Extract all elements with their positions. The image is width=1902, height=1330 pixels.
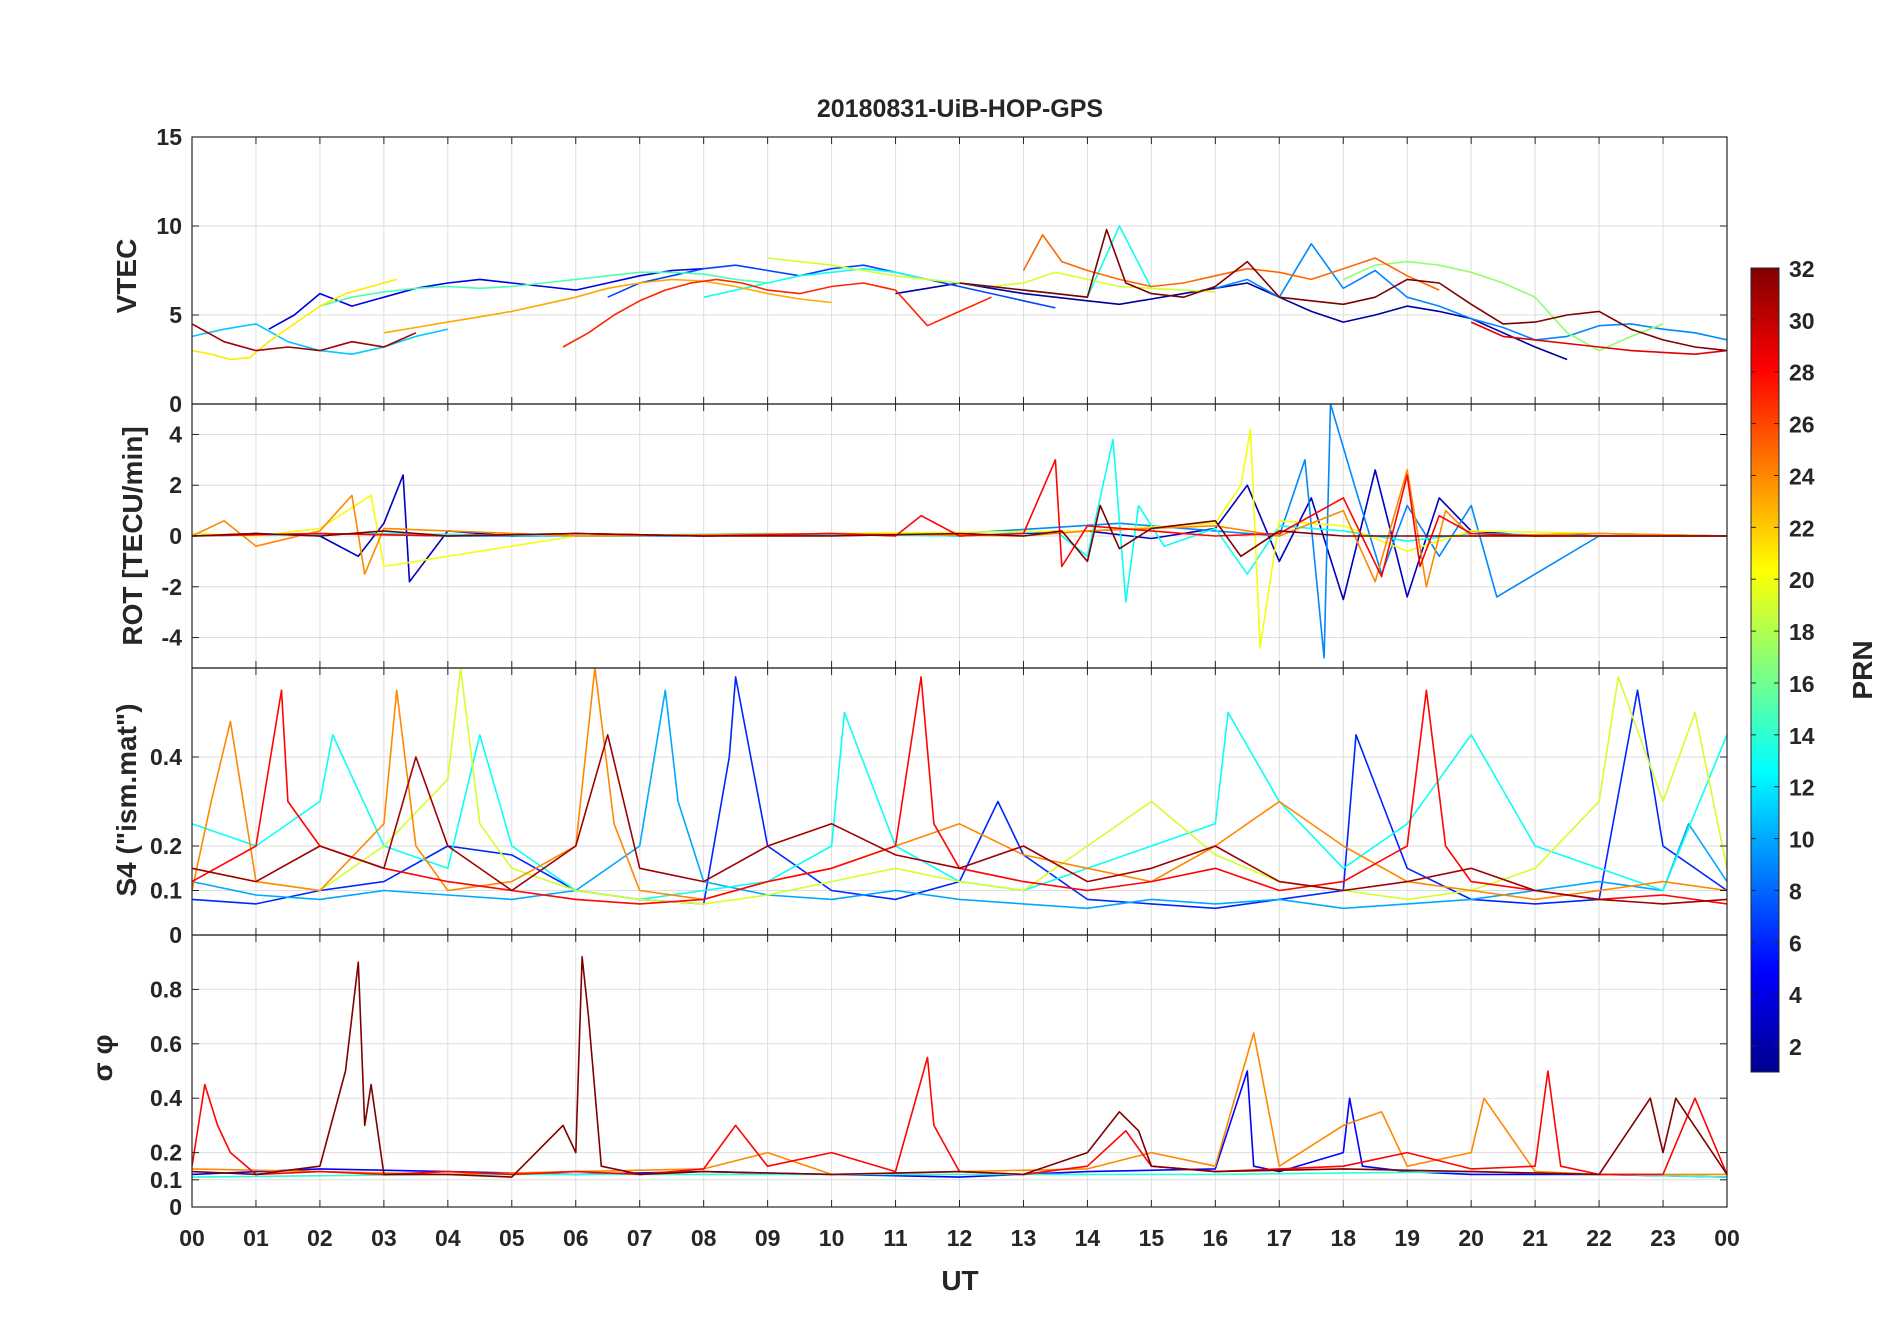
y-tick-label: 4 <box>169 421 182 447</box>
colorbar-tick-label: 28 <box>1789 360 1815 386</box>
series-line-prn-9 <box>1215 243 1728 341</box>
colorbar-tick-label: 32 <box>1789 256 1815 282</box>
series-line-prn-19 <box>191 667 1728 905</box>
series-line-prn-27 <box>562 278 992 348</box>
colorbar-tick-label: 30 <box>1789 308 1815 334</box>
x-tick-label: 06 <box>563 1225 589 1251</box>
x-tick-label: 04 <box>435 1225 461 1251</box>
y-tick-label: 0.1 <box>150 1167 182 1193</box>
series-line-prn-25 <box>1022 234 1440 291</box>
y-tick-label: 0 <box>169 1194 182 1220</box>
colorbar-tick-label: 6 <box>1789 930 1802 956</box>
colorbar-tick-label: 26 <box>1789 412 1815 438</box>
x-tick-label: 05 <box>499 1225 525 1251</box>
series-line-prn-23 <box>383 278 832 334</box>
rot-axis-label: ROT [TECU/min] <box>117 426 148 645</box>
y-tick-label: 0 <box>169 391 182 417</box>
x-tick-label: 12 <box>947 1225 973 1251</box>
panel-sigma-phi: 00.10.2 0.4 0.6 0.8 σ φ <box>87 934 1728 1220</box>
x-tick-label: 07 <box>627 1225 653 1251</box>
series-line-prn-15 <box>319 271 768 307</box>
y-tick-label: 0.4 <box>150 744 182 770</box>
x-tick-label: 18 <box>1330 1225 1356 1251</box>
y-tick-label: 15 <box>156 124 182 150</box>
x-tick-label: 22 <box>1586 1225 1612 1251</box>
series-line-prn-24 <box>191 1032 1727 1176</box>
x-tick-label: 10 <box>819 1225 845 1251</box>
y-tick-label: 10 <box>156 213 182 239</box>
x-tick-label: 19 <box>1394 1225 1420 1251</box>
y-tick-label: 0.6 <box>150 1031 182 1057</box>
y-tick-label: 0.2 <box>150 1140 182 1166</box>
series-line-prn-4 <box>268 267 704 330</box>
colorbar-tick-label: 4 <box>1789 982 1802 1008</box>
colorbar-tick-label: 8 <box>1789 878 1802 904</box>
y-tick-label: 0.2 <box>150 833 182 859</box>
x-tick-label: 23 <box>1650 1225 1676 1251</box>
y-tick-label: 0.8 <box>150 976 182 1002</box>
x-tick-label: 13 <box>1011 1225 1037 1251</box>
colorbar-tick-label: 12 <box>1789 775 1815 801</box>
sigma-phi-axis-label: σ φ <box>87 1035 118 1082</box>
x-tick-label: 01 <box>243 1225 269 1251</box>
x-tick-label: 03 <box>371 1225 397 1251</box>
s4-axis-label: S4 ("ism.mat") <box>111 703 142 896</box>
series-line-prn-31 <box>191 323 417 352</box>
colorbar-tick-label: 14 <box>1789 723 1815 749</box>
y-tick-label: 0 <box>169 523 182 549</box>
x-axis-label: UT <box>941 1265 978 1296</box>
series-line-prn-32 <box>191 955 1728 1178</box>
x-tick-label: 21 <box>1522 1225 1548 1251</box>
colorbar-tick-label: 24 <box>1789 463 1815 489</box>
x-tick-label: 00 <box>179 1225 205 1251</box>
x-tick-label: 16 <box>1203 1225 1229 1251</box>
panel-rot: -4 -2 0 2 4 ROT [TECU/min] <box>117 403 1728 669</box>
colorbar-tick-label: 2 <box>1789 1034 1802 1060</box>
series-line-prn-21 <box>191 278 397 361</box>
y-tick-label: -4 <box>162 625 183 651</box>
x-tick-label: 20 <box>1458 1225 1484 1251</box>
series-line-prn-32 <box>191 504 1727 563</box>
y-tick-label: -2 <box>162 574 182 600</box>
x-tick-label: 14 <box>1075 1225 1101 1251</box>
colorbar-tick-label: 22 <box>1789 515 1815 541</box>
y-tick-label: 5 <box>169 302 182 328</box>
series-line-prn-2 <box>895 282 1568 361</box>
x-tick-label: 17 <box>1266 1225 1292 1251</box>
x-tick-label: 15 <box>1139 1225 1165 1251</box>
x-tick-label: 08 <box>691 1225 717 1251</box>
panel-vtec: 0 5 10 15 VTEC <box>111 124 1728 417</box>
chart-title: 20180831-UiB-HOP-GPS <box>817 95 1103 123</box>
series-line-prn-17 <box>1342 260 1664 352</box>
series-line-prn-31 <box>191 733 1728 905</box>
colorbar-gradient <box>1750 267 1780 1073</box>
colorbar-tick-label: 18 <box>1789 619 1815 645</box>
x-tick-label: 11 <box>883 1225 908 1251</box>
x-tick-label: 02 <box>307 1225 333 1251</box>
y-tick-label: 2 <box>169 472 182 498</box>
series-line-prn-29 <box>1470 321 1728 356</box>
colorbar-tick-label: 16 <box>1789 671 1815 697</box>
series-line-prn-32 <box>959 228 1728 352</box>
vtec-axis-label: VTEC <box>111 239 142 314</box>
y-tick-label: 0.4 <box>150 1085 182 1111</box>
colorbar-tick-label: 10 <box>1789 827 1815 853</box>
y-tick-label: 0 <box>169 922 182 948</box>
panel-s4: 0 0.1 0.2 0.4 S4 ("ism.mat") <box>111 667 1728 948</box>
colorbar-tick-label: 20 <box>1789 567 1815 593</box>
y-tick-label: 0.1 <box>150 878 182 904</box>
x-tick-label: 09 <box>755 1225 781 1251</box>
series-line-prn-28 <box>191 1056 1728 1176</box>
panel-frame <box>191 934 1728 1208</box>
colorbar-label: PRN <box>1847 640 1878 699</box>
x-axis-ticks: 00 01 02 03 04 05 06 07 08 09 10 11 12 13 14 15 16 17 18 19… <box>179 1225 1740 1251</box>
x-tick-label: 00 <box>1714 1225 1740 1251</box>
